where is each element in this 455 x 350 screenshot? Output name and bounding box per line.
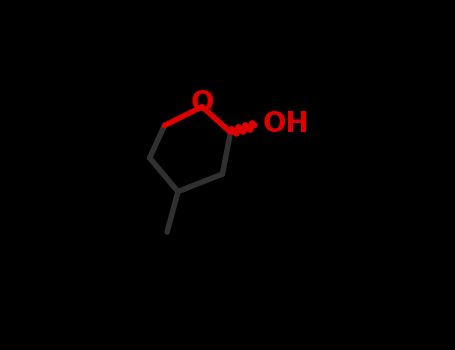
Text: O: O: [191, 89, 214, 117]
Text: OH: OH: [263, 110, 309, 138]
